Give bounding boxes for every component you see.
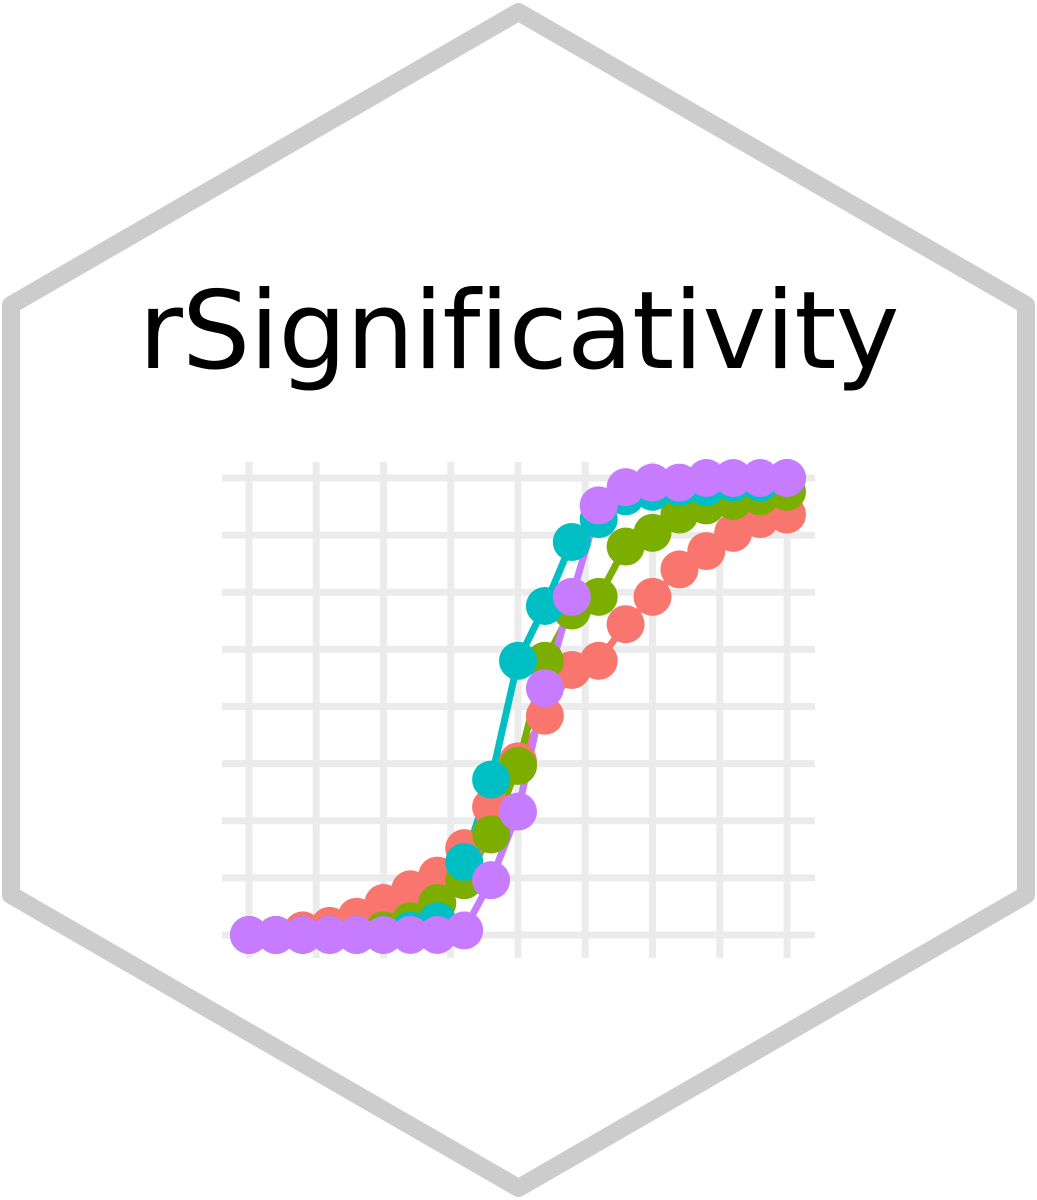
data-point: [391, 916, 430, 954]
data-point: [741, 459, 780, 497]
data-point: [472, 815, 511, 854]
data-point: [525, 669, 564, 708]
data-point: [364, 916, 403, 954]
data-point: [525, 696, 564, 735]
data-point: [687, 459, 726, 497]
data-point: [552, 522, 591, 561]
data-point: [606, 605, 645, 644]
data-point: [283, 916, 322, 954]
chart-series-points: [230, 459, 806, 954]
data-point: [579, 577, 618, 616]
data-point: [633, 577, 672, 616]
data-point: [230, 916, 268, 954]
data-point: [579, 486, 618, 525]
data-point: [310, 916, 349, 954]
data-point: [660, 550, 699, 589]
data-point: [472, 861, 511, 900]
data-point: [445, 842, 484, 881]
data-point: [633, 513, 672, 552]
data-point: [499, 792, 537, 831]
data-point: [633, 463, 672, 502]
data-point: [768, 459, 806, 497]
data-point: [445, 911, 484, 950]
data-point: [472, 760, 511, 799]
chart-grid: [222, 462, 815, 958]
logo-title: rSignificativity: [138, 269, 899, 394]
series-points-4: [230, 459, 806, 954]
data-point: [552, 577, 591, 616]
data-point: [499, 641, 537, 680]
data-point: [687, 532, 726, 571]
data-point: [579, 641, 618, 680]
data-point: [337, 916, 376, 954]
data-point: [256, 916, 295, 954]
data-point: [525, 641, 564, 680]
data-point: [714, 459, 753, 497]
